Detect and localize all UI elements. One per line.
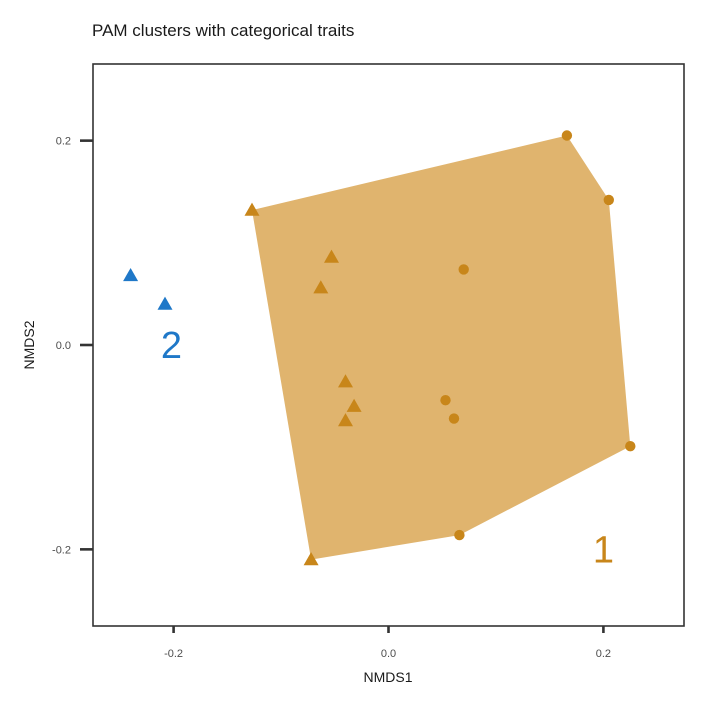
cluster-label-1: 1 bbox=[593, 529, 614, 571]
cluster-1-circle-point-2 bbox=[458, 264, 469, 275]
y-axis-label: NMDS2 bbox=[21, 320, 37, 369]
cluster-1-hull bbox=[252, 135, 631, 560]
cluster-1-triangle-point-11 bbox=[346, 398, 362, 412]
axes-layer: -0.2 0.0 0.2 -0.2 0.0 0.2 bbox=[52, 136, 611, 660]
cluster-1-triangle-point-13 bbox=[303, 552, 319, 566]
y-tick-label-2: 0.2 bbox=[56, 136, 71, 148]
x-tick-label-2: 0.2 bbox=[596, 648, 611, 660]
x-axis-label: NMDS1 bbox=[363, 669, 412, 685]
plot-layer: 21 bbox=[123, 130, 636, 571]
cluster-2-triangle-point-14 bbox=[123, 268, 139, 282]
y-tick-label-1: 0.0 bbox=[56, 340, 71, 352]
chart-title: PAM clusters with categorical traits bbox=[92, 21, 354, 40]
cluster-1-circle-point-6 bbox=[454, 529, 465, 541]
cluster-1-triangle-point-10 bbox=[338, 374, 353, 388]
cluster-1-triangle-point-9 bbox=[313, 280, 329, 294]
y-tick-label-0: -0.2 bbox=[52, 544, 71, 556]
cluster-1-circle-point-5 bbox=[625, 441, 636, 452]
cluster-label-2: 2 bbox=[161, 325, 182, 367]
cluster-2-triangle-point-15 bbox=[157, 296, 173, 310]
x-tick-label-1: 0.0 bbox=[381, 648, 396, 660]
cluster-1-circle-point-1 bbox=[603, 194, 614, 206]
cluster-1-triangle-point-8 bbox=[324, 249, 339, 263]
x-tick-label-0: -0.2 bbox=[164, 648, 183, 660]
cluster-1-triangle-point-7 bbox=[244, 202, 260, 216]
cluster-1-triangle-point-12 bbox=[338, 413, 353, 427]
cluster-1-circle-point-4 bbox=[448, 413, 460, 424]
cluster-1-circle-point-3 bbox=[440, 395, 451, 406]
cluster-1-circle-point-0 bbox=[561, 130, 573, 141]
